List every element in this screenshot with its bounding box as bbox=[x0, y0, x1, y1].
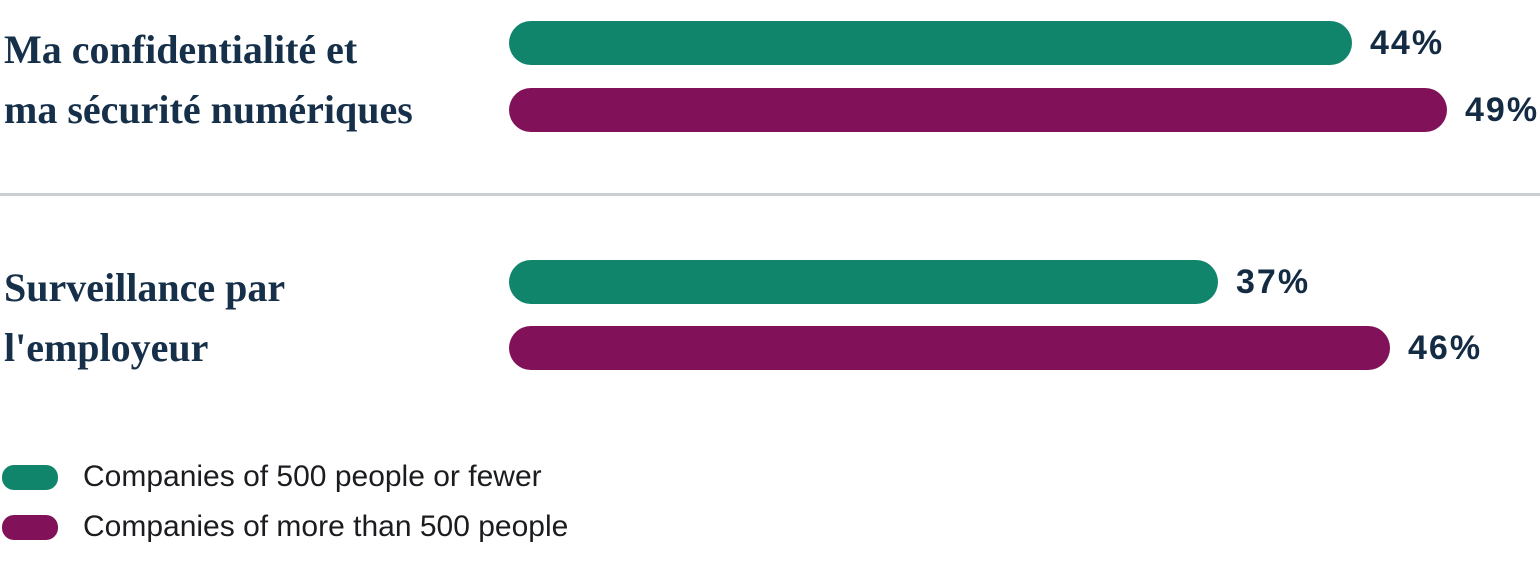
bar-large-companies-surveillance bbox=[509, 326, 1390, 370]
category-label-line: l'employeur bbox=[4, 325, 209, 370]
bar-row: 49% bbox=[509, 88, 1539, 132]
bar-small-companies-privacy bbox=[509, 21, 1352, 65]
bar-large-companies-privacy bbox=[509, 88, 1447, 132]
legend-swatch-teal bbox=[2, 464, 58, 490]
bar-value-label: 46% bbox=[1408, 328, 1483, 367]
legend-label: Companies of 500 people or fewer bbox=[83, 460, 542, 493]
legend-label: Companies of more than 500 people bbox=[83, 510, 569, 543]
category-label-surveillance: Surveillance par l'employeur bbox=[4, 258, 285, 378]
category-label-line: ma sécurité numériques bbox=[4, 87, 413, 132]
bar-value-label: 49% bbox=[1465, 90, 1540, 129]
bar-row: 37% bbox=[509, 260, 1310, 304]
bar-small-companies-surveillance bbox=[509, 260, 1218, 304]
bar-value-label: 44% bbox=[1370, 23, 1445, 62]
legend-swatch-magenta bbox=[2, 514, 58, 540]
category-label-line: Ma confidentialité et bbox=[4, 27, 358, 72]
bar-row: 46% bbox=[509, 326, 1482, 370]
bar-value-label: 37% bbox=[1236, 262, 1311, 301]
category-label-line: Surveillance par bbox=[4, 265, 286, 310]
bar-row: 44% bbox=[509, 21, 1444, 65]
category-label-privacy: Ma confidentialité et ma sécurité numéri… bbox=[4, 20, 413, 140]
legend-item-large-companies: Companies of more than 500 people bbox=[2, 510, 568, 543]
legend-item-small-companies: Companies of 500 people or fewer bbox=[2, 460, 542, 493]
section-divider bbox=[0, 193, 1540, 196]
